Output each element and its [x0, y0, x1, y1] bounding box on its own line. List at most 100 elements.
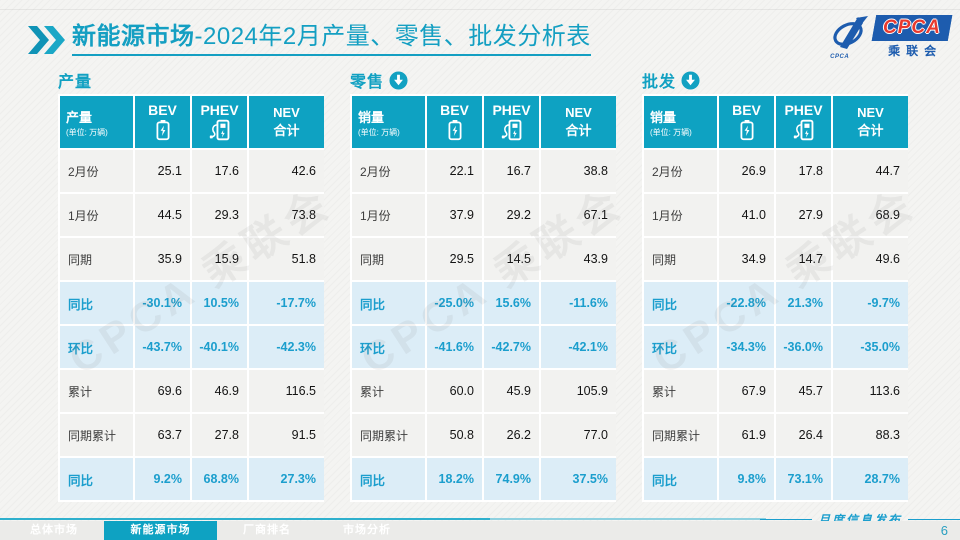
bev-value: 25.1 [135, 150, 190, 192]
nev-value: 28.7% [833, 458, 908, 500]
nev-value: 44.7 [833, 150, 908, 192]
row-label: 同比 [352, 282, 425, 324]
bev-value: -25.0% [427, 282, 482, 324]
charging-station-icon [209, 119, 229, 141]
phev-value: 46.9 [192, 370, 247, 412]
bev-value: 35.9 [135, 238, 190, 280]
row-label: 1月份 [644, 194, 717, 236]
nev-header-line2: 合计 [273, 123, 300, 138]
phev-value: -42.7% [484, 326, 539, 368]
nev-value: -42.3% [249, 326, 324, 368]
nev-value: 91.5 [249, 414, 324, 456]
production-table: 产量 (单位: 万辆) BEV PHEV [58, 94, 324, 502]
bev-value: -30.1% [135, 282, 190, 324]
phev-value: 68.8% [192, 458, 247, 500]
phev-value: -40.1% [192, 326, 247, 368]
table-corner-header: 销量 (单位: 万辆) [644, 96, 717, 148]
table-corner-header: 产量 (单位: 万辆) [60, 96, 133, 148]
bev-value: 60.0 [427, 370, 482, 412]
nev-header-line1: NEV [857, 105, 884, 121]
phev-value: 14.5 [484, 238, 539, 280]
page-title: 新能源市场-2024年2月产量、零售、批发分析表 [72, 22, 591, 56]
battery-icon [740, 120, 753, 141]
retail-table: 销量 (单位: 万辆) BEV PHEV [350, 94, 616, 502]
bev-value: 34.9 [719, 238, 774, 280]
stamp-left-line [760, 519, 812, 520]
production-section: 产量 产量 (单位: 万辆) BEV PHEV [58, 68, 340, 502]
row-label: 同期 [644, 238, 717, 280]
footer-tab-market-analysis[interactable]: 市场分析 [343, 524, 391, 536]
bev-value: 61.9 [719, 414, 774, 456]
nev-value: 42.6 [249, 150, 324, 192]
nev-value: 51.8 [249, 238, 324, 280]
row-label: 2月份 [60, 150, 133, 192]
corner-header-unit: (单位: 万辆) [66, 127, 108, 137]
bev-value: 29.5 [427, 238, 482, 280]
bev-value: 9.2% [135, 458, 190, 500]
phev-header-label: PHEV [492, 102, 531, 118]
nev-value: -9.7% [833, 282, 908, 324]
row-label: 环比 [352, 326, 425, 368]
page-number: 6 [940, 523, 948, 538]
phev-column-header: PHEV [192, 96, 247, 148]
row-label: 同比 [644, 458, 717, 500]
nev-value: 27.3% [249, 458, 324, 500]
bev-value: -34.3% [719, 326, 774, 368]
wholesale-section-title: 批发 [642, 74, 677, 91]
row-label: 1月份 [352, 194, 425, 236]
corner-header-label: 销量 [358, 109, 385, 125]
footer-tab-overall-market[interactable]: 总体市场 [30, 524, 78, 536]
row-label: 环比 [60, 326, 133, 368]
nev-header-line1: NEV [565, 105, 592, 121]
phev-value: 27.9 [776, 194, 831, 236]
row-label: 累计 [644, 370, 717, 412]
phev-value: 29.3 [192, 194, 247, 236]
nev-value: 43.9 [541, 238, 616, 280]
wholesale-section-header: 批发 [642, 68, 910, 92]
bev-value: 41.0 [719, 194, 774, 236]
bev-value: 67.9 [719, 370, 774, 412]
row-label: 同期 [352, 238, 425, 280]
cpca-emblem-small-text: CPCA [830, 54, 850, 60]
double-chevron-icon [28, 26, 65, 54]
nev-header-line2: 合计 [565, 123, 592, 138]
phev-value: 17.8 [776, 150, 831, 192]
retail-section-header: 零售 [350, 68, 618, 92]
phev-value: -36.0% [776, 326, 831, 368]
bev-value: 69.6 [135, 370, 190, 412]
footer-tab-oem-ranking[interactable]: 厂商排名 [243, 524, 291, 536]
row-label: 累计 [60, 370, 133, 412]
row-label: 累计 [352, 370, 425, 412]
bev-value: 50.8 [427, 414, 482, 456]
nev-value: -11.6% [541, 282, 616, 324]
bev-column-header: BEV [135, 96, 190, 148]
nev-value: -17.7% [249, 282, 324, 324]
corner-header-unit: (单位: 万辆) [358, 127, 400, 137]
phev-value: 15.9 [192, 238, 247, 280]
nev-value: -35.0% [833, 326, 908, 368]
phev-value: 45.7 [776, 370, 831, 412]
nev-value: 49.6 [833, 238, 908, 280]
bev-value: 9.8% [719, 458, 774, 500]
row-label: 同比 [60, 458, 133, 500]
bev-value: 44.5 [135, 194, 190, 236]
footer-tabbar: 总体市场 新能源市场 厂商排名 市场分析 [0, 521, 960, 540]
bev-value: -41.6% [427, 326, 482, 368]
phev-value: 73.1% [776, 458, 831, 500]
row-label: 2月份 [352, 150, 425, 192]
bev-value: -22.8% [719, 282, 774, 324]
tables-area: 产量 产量 (单位: 万辆) BEV PHEV [58, 68, 924, 502]
phev-header-label: PHEV [200, 102, 239, 118]
footer-tab-nev-market[interactable]: 新能源市场 [104, 521, 217, 540]
cpca-chinese-name: 乘联会 [888, 44, 943, 58]
cpca-wordmark: CPCA [871, 15, 953, 41]
bev-value: 22.1 [427, 150, 482, 192]
bev-header-label: BEV [732, 102, 761, 118]
nev-header-line2: 合计 [857, 123, 884, 138]
nev-value: 113.6 [833, 370, 908, 412]
retail-section: 零售 销量 (单位: 万辆) BEV PHEV [350, 68, 632, 502]
phev-value: 45.9 [484, 370, 539, 412]
cpca-emblem-icon: CPCA [828, 14, 870, 60]
battery-icon [448, 120, 461, 141]
row-label: 同比 [60, 282, 133, 324]
